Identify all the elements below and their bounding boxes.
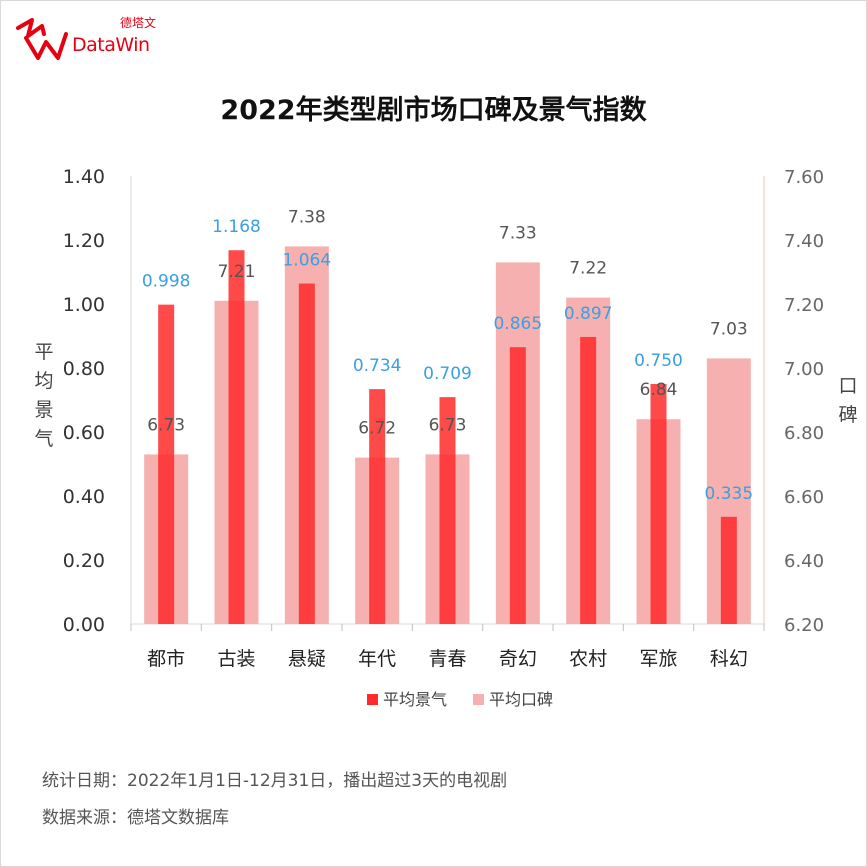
legend-label-avg-index: 平均景气: [383, 690, 447, 709]
datawin-logo-mark: [16, 18, 68, 60]
bar-avg-index: [298, 283, 315, 624]
bar-avg-index: [720, 516, 737, 624]
y-left-tick-label: 0.00: [63, 614, 105, 636]
y-right-tick-label: 7.60: [784, 167, 824, 188]
x-category-label: 军旅: [639, 648, 677, 670]
data-label-avg-index: 0.709: [423, 364, 472, 384]
x-category-label: 农村: [569, 648, 607, 670]
x-category-label: 奇幻: [499, 648, 537, 670]
data-label-avg-rating: 6.72: [358, 419, 396, 439]
y-left-axis-title-char: 景: [34, 399, 53, 421]
x-category-label: 科幻: [710, 648, 748, 670]
bar-avg-index: [650, 384, 667, 624]
data-labels-group: 6.73 0.998 7.21 1.168 7.38 1.064 6.72 0.734 6.73…: [142, 207, 753, 503]
y-right-tick-label: 6.80: [784, 423, 824, 444]
y-left-tick-label: 0.20: [63, 550, 105, 572]
x-category-label: 古装: [217, 648, 255, 670]
footer-source-note: 数据来源：德塔文数据库: [42, 808, 229, 828]
primary-bars-group: [158, 250, 737, 625]
data-label-avg-index: 0.865: [493, 314, 542, 334]
y-left-tick-label: 1.40: [63, 166, 105, 188]
x-category-label: 悬疑: [288, 648, 326, 670]
y-left-axis-title-char: 平: [34, 341, 53, 363]
y-right-axis-title-char: 口: [838, 375, 857, 397]
legend-label-avg-rating: 平均口碑: [489, 690, 553, 709]
data-label-avg-index: 0.734: [353, 356, 402, 376]
y-right-tick-label: 6.20: [784, 615, 824, 636]
bar-avg-index: [580, 336, 597, 624]
bar-avg-index: [509, 347, 526, 624]
y-left-tick-label: 0.80: [63, 358, 105, 380]
bar-chart: 0.00 0.20 0.40 0.60 0.80 1.00 1.20 1.40 6.20 6.40…: [34, 166, 857, 709]
logo-english-text: DataWin: [72, 34, 150, 56]
bar-avg-index: [158, 304, 175, 624]
y-right-tick-label: 7.40: [784, 231, 824, 252]
y-left-tick-label: 0.40: [63, 486, 105, 508]
x-category-label: 都市: [147, 648, 185, 670]
data-label-avg-rating: 7.21: [218, 262, 256, 282]
x-category-label: 青春: [428, 648, 466, 670]
data-label-avg-rating: 7.38: [288, 207, 326, 227]
data-label-avg-index: 0.750: [634, 351, 683, 371]
y-left-axis-title-char: 均: [34, 370, 53, 392]
data-label-avg-index: 0.998: [142, 272, 191, 292]
data-label-avg-index: 1.064: [282, 251, 331, 271]
legend-swatch-avg-index: [367, 694, 378, 705]
data-label-avg-index: 0.897: [564, 304, 613, 324]
y-right-tick-label: 6.40: [784, 551, 824, 572]
y-right-tick-label: 7.00: [784, 359, 824, 380]
bar-avg-index: [228, 250, 245, 625]
legend-group: 平均景气 平均口碑: [367, 690, 553, 709]
data-label-avg-rating: 7.33: [499, 223, 537, 243]
y-right-tick-label: 6.60: [784, 487, 824, 508]
y-left-axis-title-char: 气: [34, 428, 53, 450]
data-label-avg-rating: 6.84: [640, 380, 678, 400]
y-left-tick-label: 0.60: [63, 422, 105, 444]
footer-date-note: 统计日期：2022年1月1日-12月31日，播出超过3天的电视剧: [42, 771, 508, 791]
y-left-tick-label: 1.00: [63, 294, 105, 316]
legend-swatch-avg-rating: [473, 694, 484, 705]
data-label-avg-rating: 6.73: [147, 415, 185, 435]
data-label-avg-index: 0.335: [704, 484, 753, 504]
y-left-tick-label: 1.20: [63, 230, 105, 252]
data-label-avg-rating: 6.73: [429, 415, 467, 435]
y-right-tick-label: 7.20: [784, 295, 824, 316]
y-right-axis-title-char: 碑: [838, 404, 857, 426]
x-category-label: 年代: [358, 648, 396, 670]
data-label-avg-rating: 7.22: [569, 259, 607, 279]
bar-avg-index: [369, 389, 386, 624]
data-label-avg-index: 1.168: [212, 217, 261, 237]
data-label-avg-rating: 7.03: [710, 319, 748, 339]
datawin-logo: [14, 14, 164, 64]
logo-chinese-text: 德塔文: [120, 16, 157, 30]
bar-avg-index: [439, 397, 456, 624]
chart-title: 2022年类型剧市场口碑及景气指数: [220, 95, 647, 126]
